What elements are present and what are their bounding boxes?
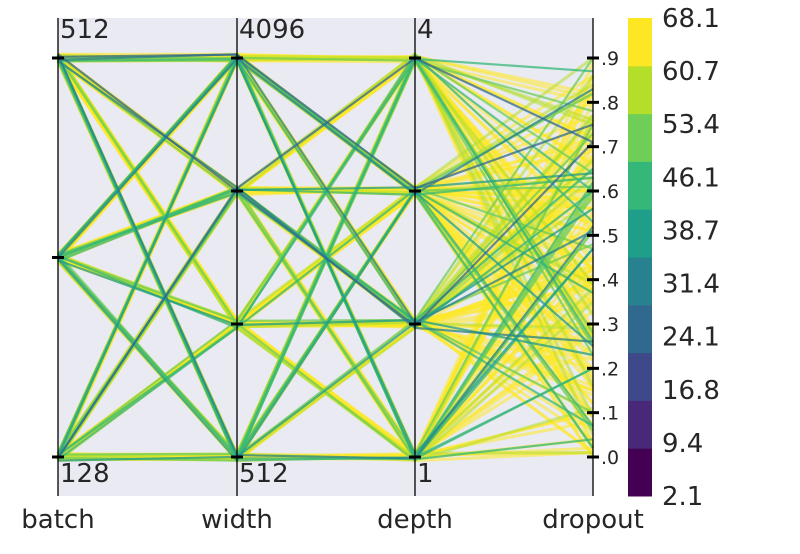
colorbar-tick-label: 46.1 bbox=[662, 163, 720, 193]
colorbar-band bbox=[628, 161, 652, 210]
colorbar-tick-label: 53.4 bbox=[662, 110, 720, 140]
trial-polyline bbox=[57, 189, 594, 463]
trial-polyline bbox=[57, 186, 594, 427]
tick-label-dropout: .0 bbox=[601, 447, 619, 469]
axis-label-batch: batch bbox=[21, 505, 94, 535]
trial-polyline bbox=[57, 53, 594, 461]
trial-polyline bbox=[57, 57, 594, 259]
colorbar-band bbox=[628, 257, 652, 306]
colorbar: 2.1 9.4 16.8 24.1 31.4 38.7 46.1 53.4 60.7 68.1 bbox=[628, 4, 720, 512]
axis-min-label-batch: 128 bbox=[60, 459, 110, 489]
axis-max-label-width: 4096 bbox=[239, 15, 305, 45]
axis-label-width: width bbox=[201, 505, 273, 535]
axes-layer: batch 512 128 width 4096 512 depth 4 1 dropout .0.… bbox=[21, 15, 644, 535]
colorbar-tick-label: 9.4 bbox=[662, 429, 703, 459]
tick-label-dropout: .8 bbox=[601, 92, 619, 114]
colorbar-band bbox=[628, 448, 652, 497]
tick-label-dropout: .3 bbox=[601, 314, 619, 336]
axis-label-depth: depth bbox=[377, 505, 453, 535]
trial-polyline bbox=[57, 53, 594, 328]
tick-label-dropout: .7 bbox=[601, 137, 619, 159]
colorbar-tick-label: 68.1 bbox=[662, 4, 720, 34]
colorbar-tick-label: 31.4 bbox=[662, 270, 720, 300]
axis-max-label-batch: 512 bbox=[60, 15, 110, 45]
colorbar-band bbox=[628, 65, 652, 115]
trial-polyline bbox=[57, 53, 594, 325]
colorbar-tick-label: 24.1 bbox=[662, 323, 720, 353]
tick-label-dropout: .4 bbox=[601, 270, 619, 292]
axis-min-label-depth: 1 bbox=[417, 459, 434, 489]
axis-max-label-depth: 4 bbox=[417, 15, 434, 45]
colorbar-tick-label: 16.8 bbox=[662, 376, 720, 406]
colorbar-band bbox=[628, 352, 652, 401]
trial-polyline bbox=[57, 53, 594, 190]
trial-polyline bbox=[57, 207, 594, 462]
trial-polyline bbox=[56, 54, 594, 460]
tick-label-dropout: .1 bbox=[601, 403, 619, 425]
trial-polyline bbox=[57, 259, 594, 357]
tick-label-dropout: .5 bbox=[601, 225, 619, 247]
tick-label-dropout: .2 bbox=[601, 358, 619, 380]
tick-label-dropout: .9 bbox=[601, 48, 619, 70]
trial-polyline bbox=[57, 56, 594, 459]
axis-min-label-width: 512 bbox=[239, 459, 289, 489]
colorbar-band bbox=[628, 18, 652, 67]
axis-label-dropout: dropout bbox=[542, 505, 644, 535]
colorbar-band bbox=[628, 113, 652, 162]
colorbar-band bbox=[628, 209, 652, 258]
colorbar-band bbox=[628, 400, 652, 449]
colorbar-tick-label: 38.7 bbox=[662, 216, 720, 246]
colorbar-tick-label: 2.1 bbox=[662, 482, 703, 512]
colorbar-tick-label: 60.7 bbox=[662, 57, 720, 87]
trial-polyline bbox=[57, 57, 594, 322]
colorbar-band bbox=[628, 304, 652, 354]
tick-label-dropout: .6 bbox=[601, 181, 619, 203]
polylines-layer bbox=[56, 51, 595, 465]
